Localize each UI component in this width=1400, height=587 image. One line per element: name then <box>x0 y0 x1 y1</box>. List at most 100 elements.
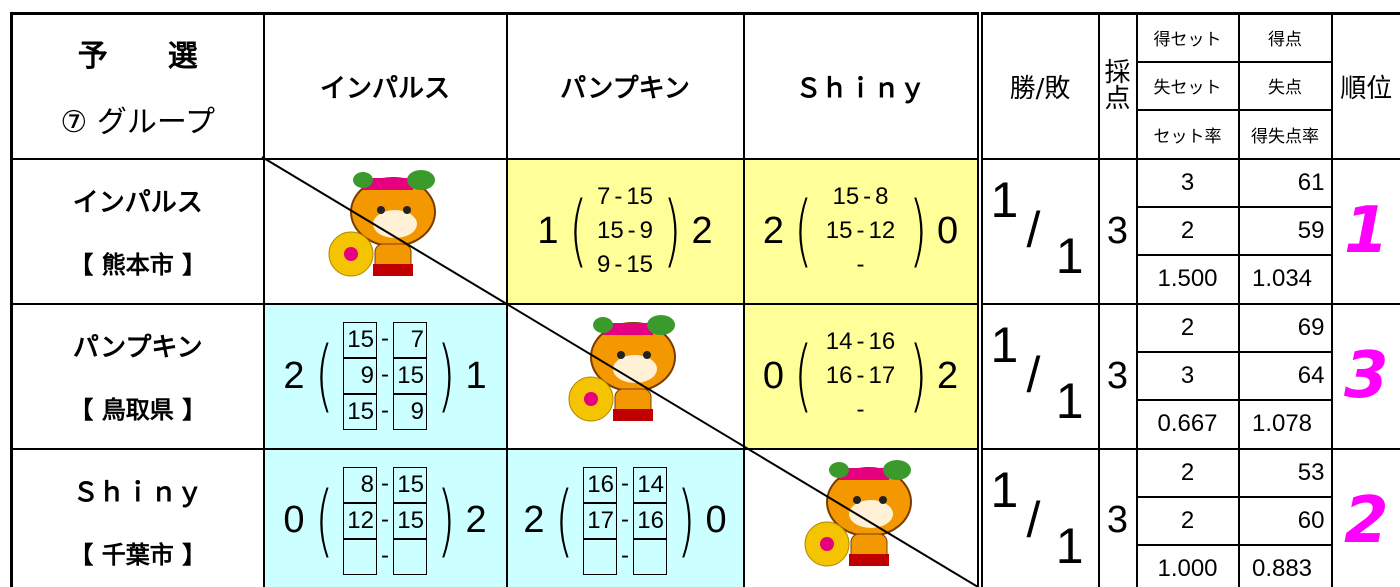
result: 0(8-15 12-15 - ) 2 <box>266 466 505 575</box>
paren: ( <box>554 475 573 566</box>
paren: ( <box>568 186 587 276</box>
score-stat: 61 <box>1297 168 1325 196</box>
sets-won: 2 <box>523 499 545 542</box>
result: 2(15-7 9-15 15-9) 1 <box>266 322 505 430</box>
team-name: Ｓｈｉｎｙ <box>72 477 203 508</box>
paren: ) <box>908 331 927 421</box>
win-loss-cell: 1/1 <box>976 157 1100 305</box>
team-subrow: 1.000 0.883 <box>12 543 1400 587</box>
game: 15-8 <box>823 180 899 214</box>
game-score: 15 <box>393 466 427 503</box>
game-score: 15 <box>825 217 853 244</box>
game: - <box>583 538 667 575</box>
set-stat: 2 <box>1180 216 1195 244</box>
team-cell: インパルス【 熊本市 】 <box>10 157 265 305</box>
score-stat-cell: 69 <box>1237 302 1333 353</box>
game-score: 15 <box>626 183 654 210</box>
game-score: 16 <box>868 328 896 355</box>
header-subrow: セット率 得失点率 <box>12 108 1400 160</box>
score-header-cell: 採点 <box>1097 12 1138 160</box>
set-stat-cell: 2 <box>1135 495 1240 546</box>
score-stat: 69 <box>1297 313 1325 341</box>
set-stat-cell: 0.667 <box>1135 398 1240 450</box>
sets-won: 2 <box>283 354 305 397</box>
wins: 1 <box>990 317 1019 373</box>
paren: ( <box>314 475 333 566</box>
game-score: 15 <box>393 358 427 394</box>
team-subrow: 2 59 <box>12 205 1400 256</box>
mascot <box>328 170 436 277</box>
result: 2(15-8 15-12-) 0 <box>746 180 977 282</box>
game: 8-15 <box>343 466 427 503</box>
stat-label: セット率 <box>1153 126 1222 147</box>
team-name: インパルス <box>72 188 203 218</box>
games: 15-8 15-12- <box>823 180 899 282</box>
game-score: 15 <box>343 394 377 430</box>
result-cell: 0(8-15 12-15 - ) 2 <box>262 447 508 587</box>
group-title: 予 選 <box>77 39 198 75</box>
rank: 2 <box>1343 483 1389 558</box>
win-loss: 1/1 <box>986 161 1097 301</box>
result-cell <box>742 447 981 587</box>
set-stat: 2 <box>1180 506 1195 534</box>
set-stat-cell: 1.000 <box>1135 543 1240 587</box>
team-header-cell: パンプキン <box>505 12 745 160</box>
stat-label: 得点 <box>1268 30 1302 51</box>
result-cell: 1(7-15 15-9 9-15) 2 <box>505 157 745 305</box>
game-score: 15 <box>832 183 860 210</box>
team-header: インパルス <box>319 73 450 104</box>
game-score <box>633 538 667 575</box>
stat-label-cell: セット率 <box>1135 108 1240 160</box>
game-score: 15 <box>596 217 624 244</box>
game: 16-14 <box>583 466 667 503</box>
stat-label-cell: 失点 <box>1237 60 1333 111</box>
header-row: 予 選 ⑦ グループ インパルス パンプキン Ｓｈｉｎｙ 勝/敗 採点 得セット 得点 順位 <box>10 12 1400 160</box>
dash: - <box>614 183 623 210</box>
score-stat-cell: 64 <box>1237 350 1333 401</box>
result-cell: 2(15-8 15-12-) 0 <box>742 157 981 305</box>
score-stat-cell: 59 <box>1237 205 1333 256</box>
game: 9-15 <box>597 248 653 282</box>
game-score: 14 <box>825 328 853 355</box>
dash: - <box>381 325 389 352</box>
wins: 1 <box>990 461 1019 518</box>
score-stat: 59 <box>1297 216 1325 244</box>
sets-lost: 2 <box>936 354 959 397</box>
stat-label-cell: 得点 <box>1237 12 1333 63</box>
game: 16-17 <box>823 359 899 393</box>
dash: - <box>381 469 389 497</box>
group-name: ⑦ グループ <box>60 105 216 141</box>
paren: ( <box>794 186 813 276</box>
set-stat-cell: 2 <box>1135 205 1240 256</box>
score-stat: 53 <box>1297 458 1325 486</box>
team-city: 【 千葉市 】 <box>69 539 207 569</box>
sets-lost: 0 <box>936 209 959 252</box>
game-score: 16 <box>583 466 617 503</box>
game-score: 12 <box>868 217 896 244</box>
game: - <box>343 538 427 575</box>
set-stat-cell: 2 <box>1135 447 1240 498</box>
rank: 3 <box>1343 339 1389 413</box>
game: 15-9 <box>343 394 427 430</box>
game: 17-16 <box>583 502 667 539</box>
game: 7-15 <box>597 180 653 214</box>
losses: 1 <box>1055 517 1084 574</box>
sets-lost: 2 <box>465 499 487 542</box>
result-cell: 2(16-14 17-16 - ) 0 <box>505 447 745 587</box>
game-score: 15 <box>343 322 377 358</box>
team-name: パンプキン <box>72 333 203 363</box>
game-score: 17 <box>583 502 617 539</box>
stat-label: 得失点率 <box>1251 126 1319 147</box>
game-score: 9 <box>639 217 654 244</box>
set-stat: 2 <box>1180 458 1195 486</box>
set-stat-cell: 2 <box>1135 302 1240 353</box>
dash: - <box>381 361 389 388</box>
dash: - <box>381 505 389 533</box>
score-stat: 0.883 <box>1251 554 1313 582</box>
game: 12-15 <box>343 502 427 539</box>
result-cell: 0(14-16 16-17-) 2 <box>742 302 981 450</box>
score-stat-cell: 0.883 <box>1237 543 1333 587</box>
paren: ) <box>677 475 696 566</box>
